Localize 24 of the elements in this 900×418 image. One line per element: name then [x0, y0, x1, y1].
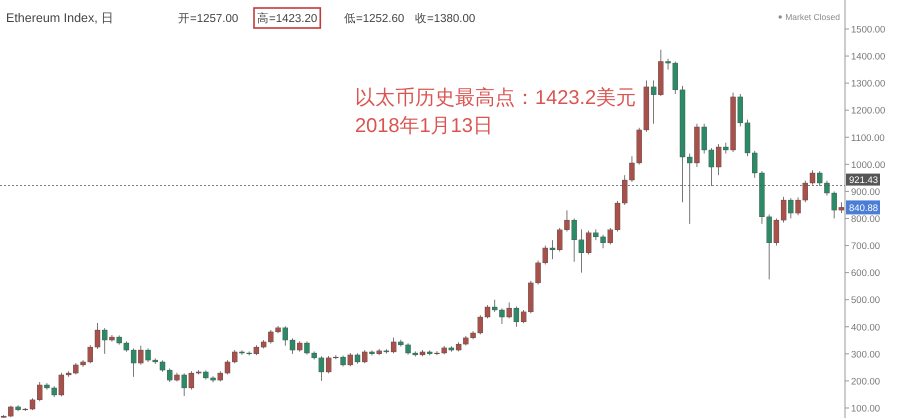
y-tick-label: 700.00	[851, 241, 880, 252]
annotation: 以太币历史最高点：1423.2美元 2018年1月13日	[355, 86, 636, 137]
y-tick-label: 900.00	[851, 186, 880, 198]
annotation: 高=1423.20	[257, 11, 318, 25]
y-tick-label: 500.00	[851, 295, 880, 306]
y-tick-label: 1300.00	[851, 78, 886, 90]
y-tick-label: 1200.00	[851, 106, 886, 117]
text: Ethereum Index, 日	[6, 11, 114, 25]
y-tick-label: 1100.00	[851, 132, 885, 144]
y-tick-label: 100.00	[851, 403, 880, 414]
y-tick-label: 200.00	[851, 376, 880, 388]
ref-line-label: 921.43	[849, 175, 878, 186]
annotation: 收=1380.00	[415, 12, 476, 25]
annotation: 开=1257.00	[178, 12, 238, 25]
annotation: 低=1252.60	[344, 12, 404, 25]
y-tick-label: 1500.00	[851, 24, 886, 36]
y-tick-label: 400.00	[851, 322, 880, 334]
annotation: 840.88	[849, 202, 878, 214]
y-tick-label: 1000.00	[851, 160, 886, 171]
y-tick-label: 1400.00	[851, 52, 886, 63]
annotation: Market Closed	[785, 12, 840, 22]
y-tick-label: 600.00	[851, 268, 880, 280]
y-tick-label: 300.00	[851, 349, 880, 360]
y-tick-label: 800.00	[851, 214, 880, 225]
